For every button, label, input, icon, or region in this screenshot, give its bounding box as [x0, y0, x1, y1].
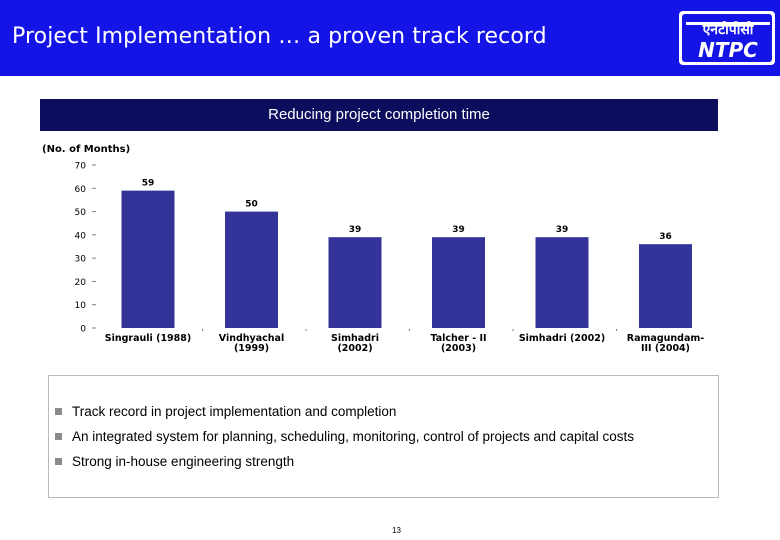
bullet-square-icon — [55, 458, 62, 465]
bar — [639, 244, 692, 328]
bar — [535, 237, 589, 328]
y-tick-label: 70 — [75, 162, 87, 172]
banner-text: Reducing project completion time — [268, 106, 490, 123]
page-number: 13 — [392, 526, 401, 535]
data-label: 39 — [556, 225, 569, 235]
logo-hindi-text: एनटीपीसी — [702, 21, 755, 38]
bullet-text: An integrated system for planning, sched… — [72, 429, 635, 444]
x-tick-label: Vindhyachal — [219, 333, 284, 344]
data-label: 59 — [142, 179, 155, 189]
bar — [432, 237, 485, 328]
x-tick-label: Simhadri (2002) — [519, 333, 605, 344]
y-tick-label: 20 — [75, 278, 87, 288]
y-tick-label: 10 — [75, 301, 87, 311]
bar-chart: (No. of Months) 0 10 20 30 40 50 60 70 59 Singraul… — [42, 144, 704, 354]
x-tick-label: Simhadri — [331, 333, 379, 344]
bullet-item: Track record in project implementation a… — [55, 404, 396, 419]
bar — [328, 237, 382, 328]
slide-title: Project Implementation … a proven track … — [12, 24, 547, 49]
bullet-text: Strong in-house engineering strength — [72, 454, 295, 469]
bullet-square-icon — [55, 433, 62, 440]
bar — [121, 190, 175, 328]
x-tick-label: Talcher - II — [430, 333, 486, 344]
data-label: 50 — [245, 200, 258, 210]
x-tick-label: (2003) — [441, 343, 476, 354]
bullet-item: An integrated system for planning, sched… — [55, 429, 634, 444]
y-tick-label: 60 — [75, 185, 87, 195]
data-label: 36 — [659, 232, 672, 242]
x-tick-label: (1999) — [234, 343, 269, 354]
bullet-square-icon — [55, 408, 62, 415]
x-tick-label: Ramagundam- — [627, 333, 704, 344]
x-tick-label: III (2004) — [641, 343, 690, 354]
title-bar: Project Implementation … a proven track … — [0, 0, 780, 76]
bullet-text: Track record in project implementation a… — [72, 404, 397, 419]
data-label: 39 — [349, 225, 362, 235]
data-label: 39 — [452, 225, 465, 235]
chart-banner: Reducing project completion time — [40, 99, 718, 131]
x-tick-label: (2002) — [337, 343, 372, 354]
y-tick-label: 0 — [80, 325, 86, 335]
y-tick-label: 30 — [75, 255, 87, 265]
y-tick-label: 50 — [75, 208, 87, 218]
y-tick-label: 40 — [75, 231, 87, 241]
logo-english-text: NTPC — [698, 38, 758, 62]
bar — [225, 211, 278, 328]
bullet-item: Strong in-house engineering strength — [55, 454, 294, 469]
bullet-box: Track record in project implementation a… — [48, 375, 719, 498]
ntpc-logo: एनटीपीसी NTPC — [679, 11, 775, 65]
y-axis-label: (No. of Months) — [42, 144, 130, 155]
x-tick-label: Singrauli (1988) — [105, 333, 191, 344]
